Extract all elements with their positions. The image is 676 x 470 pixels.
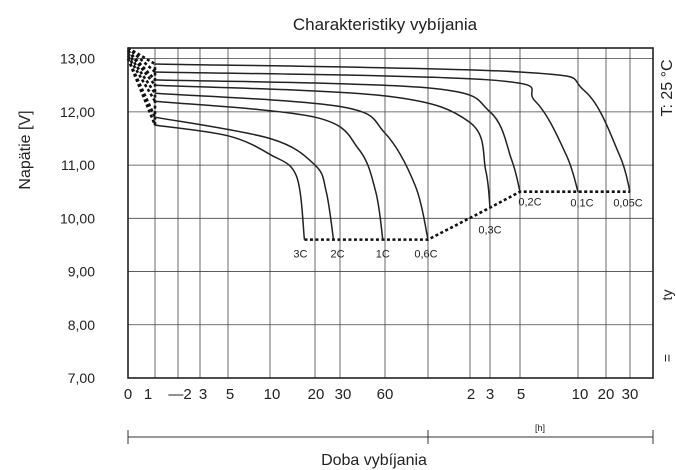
y-tick-label: 12,00 [60,104,95,120]
right-label-eq: = [659,354,675,362]
y-tick-label: 9,00 [68,264,95,280]
discharge-curve-1C [154,100,384,240]
x-tick-label: 60 [377,386,394,403]
x-tick-label: 10 [572,386,589,403]
discharge-curves [154,63,631,240]
series-label: 2C [330,249,344,261]
x-tick-label: 3 [199,386,207,403]
temperature-label: T: 25 °C [659,59,676,116]
discharge-curve-0-1C [154,71,579,192]
initial-drop-dotted-line [126,55,157,102]
x-tick-label: 2 [467,386,475,403]
series-labels: 3C 2C 1C 0,6C 0,3C 0,2C 0,1C 0,05C [293,197,642,261]
initial-drop-dotted-line [127,49,156,81]
duration-bracket [127,430,654,444]
x-tick-label: 5 [517,386,525,403]
initial-drop-dotted-line [126,52,157,94]
x-tick-label: 0 [124,386,132,403]
series-label: 0,1C [570,198,593,210]
x-axis-label: Doba vybíjania [321,452,427,469]
discharge-curve-3C [154,124,306,240]
series-label: 0,6C [414,249,437,261]
series-label: 0,2C [518,197,541,209]
chart-title: Charakteristiky vybíjania [293,15,478,34]
right-label-ty: ty [659,290,675,301]
x-tick-labels: 0 1 —2 3 5 10 20 30 60 2 3 5 10 20 30 [124,386,639,403]
series-label: 0,05C [613,198,642,210]
discharge-curve-2C [154,116,335,240]
y-tick-label: 7,00 [68,370,95,386]
y-tick-label: 8,00 [68,317,95,333]
x-tick-label: 20 [598,386,615,403]
discharge-curve-0-2C [154,79,521,192]
x-tick-label: 30 [335,386,352,403]
y-axis-label: Napätie [V] [17,110,34,189]
y-tick-labels: 13,00 12,00 11,00 10,00 9,00 8,00 7,00 [60,51,95,386]
y-tick-label: 11,00 [61,157,95,173]
x-axis-unit-label: [h] [535,423,545,433]
discharge-curve-0-3C [154,84,491,208]
discharge-curve-0-6C [154,92,429,240]
discharge-curve-0-05C [154,63,631,192]
x-tick-label: 3 [486,386,494,403]
y-tick-label: 10,00 [60,210,95,226]
x-tick-label: —2 [168,386,191,403]
x-tick-label: 20 [308,386,325,403]
x-tick-label: 30 [622,386,639,403]
series-label: 1C [376,249,390,261]
series-label: 0,3C [478,225,501,237]
x-tick-label: 10 [264,386,281,403]
x-tick-label: 1 [144,386,152,403]
y-tick-label: 13,00 [60,51,95,67]
series-label: 3C [293,249,307,261]
chart-grid [128,48,653,379]
x-tick-label: 5 [226,386,234,403]
plot-frame [127,47,654,379]
